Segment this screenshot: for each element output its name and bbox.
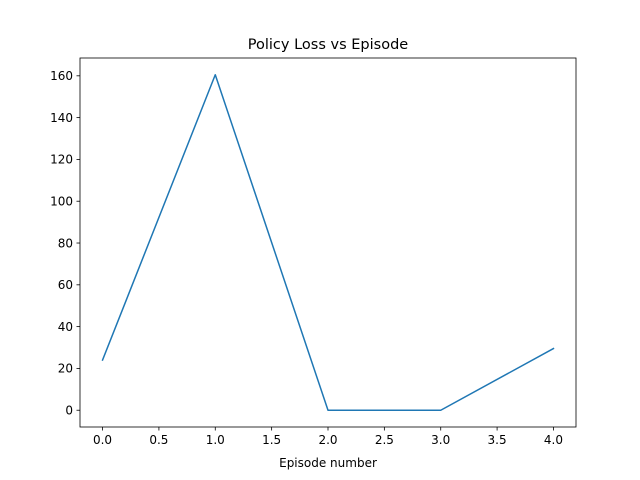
x-axis-label: Episode number bbox=[279, 456, 377, 470]
y-tick-label: 0 bbox=[65, 404, 73, 418]
series-line-0 bbox=[101, 74, 555, 411]
x-tick-label: 3.5 bbox=[488, 433, 507, 447]
x-tick-label: 2.5 bbox=[375, 433, 394, 447]
x-tick-label: 2.0 bbox=[318, 433, 337, 447]
x-tick-label: 3.0 bbox=[431, 433, 450, 447]
y-tick-label: 40 bbox=[58, 320, 73, 334]
y-tick-label: 100 bbox=[50, 195, 73, 209]
y-tick-label: 60 bbox=[58, 278, 73, 292]
x-tick-label: 1.0 bbox=[206, 433, 225, 447]
chart-title: Policy Loss vs Episode bbox=[248, 37, 408, 53]
x-tick-label: 1.5 bbox=[262, 433, 281, 447]
x-tick-label: 0.5 bbox=[149, 433, 168, 447]
y-tick-label: 160 bbox=[50, 69, 73, 83]
y-tick-label: 80 bbox=[58, 236, 73, 250]
x-tick-label: 4.0 bbox=[544, 433, 563, 447]
y-tick-label: 140 bbox=[50, 111, 73, 125]
x-tick-label: 0.0 bbox=[93, 433, 112, 447]
y-tick-label: 20 bbox=[58, 362, 73, 376]
y-tick-label: 120 bbox=[50, 153, 73, 167]
plot-area: 0.0 0.5 1.0 1.5 2.0 2.5 3.0 3.5 4.0 0 20 40 60 80 100 1… bbox=[50, 57, 577, 447]
